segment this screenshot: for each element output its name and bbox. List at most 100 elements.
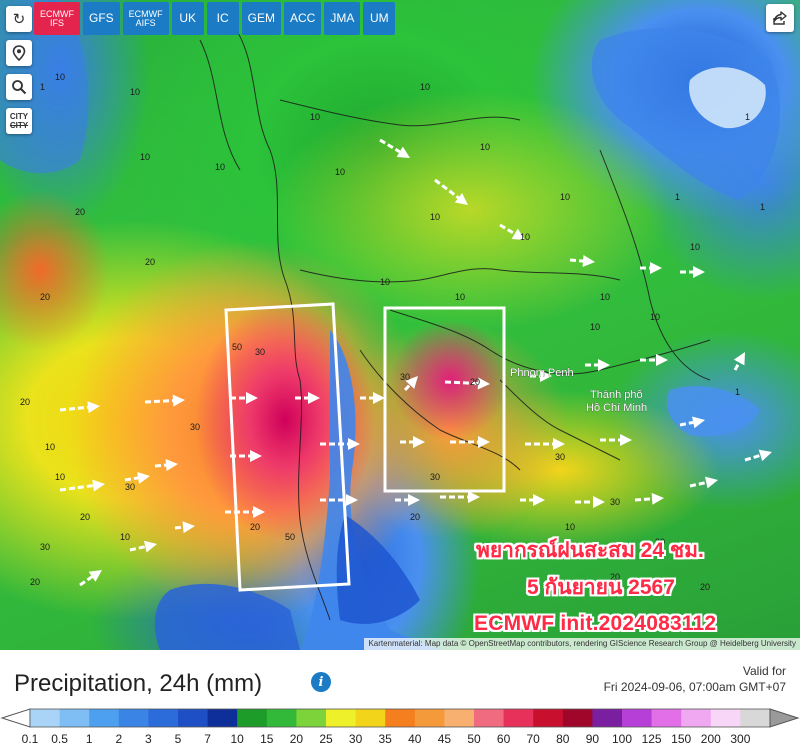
contour-value-label: 10 bbox=[215, 162, 225, 172]
scale-label: 15 bbox=[260, 732, 274, 746]
info-icon[interactable]: i bbox=[311, 672, 331, 692]
wind-arrow-head bbox=[137, 471, 150, 484]
valid-for-label: Valid for bbox=[742, 664, 786, 678]
scale-label: 5 bbox=[174, 732, 182, 746]
scale-swatch bbox=[237, 709, 268, 727]
wind-arrow-head bbox=[373, 392, 385, 404]
contour-value-label: 30 bbox=[40, 542, 50, 552]
scale-swatch bbox=[622, 709, 653, 727]
wind-arrow-head bbox=[92, 479, 105, 492]
scale-left-arrow bbox=[0, 708, 31, 728]
wind-arrow-head bbox=[477, 377, 490, 390]
share-button[interactable] bbox=[766, 4, 794, 32]
city-toggle-button[interactable]: CITY CITY bbox=[6, 108, 32, 134]
contour-value-label: 10 bbox=[690, 242, 700, 252]
contour-value-label: 10 bbox=[55, 72, 65, 82]
scale-label: 90 bbox=[585, 732, 600, 746]
scale-label: 70 bbox=[526, 732, 540, 746]
wind-arrow-head bbox=[511, 228, 525, 240]
contour-value-label: 20 bbox=[40, 292, 50, 302]
scale-swatch bbox=[533, 709, 564, 727]
wind-arrow-head bbox=[593, 496, 605, 508]
contour-value-label: 20 bbox=[30, 577, 40, 587]
scale-swatch bbox=[118, 709, 149, 727]
contour-value-label: 10 bbox=[120, 532, 130, 542]
contour-labels: 10 10 10 10 10 10 10 10 10 10 10 10 10 10 10 10 10 10 20 20… bbox=[20, 72, 765, 592]
wind-arrow-shaft bbox=[124, 475, 145, 482]
wind-arrow-shaft bbox=[379, 138, 406, 157]
map-overlay: 10 10 10 10 10 10 10 10 10 10 10 10 10 10 10 10 10 10 20 20… bbox=[0, 0, 780, 650]
map-attribution[interactable]: Kartenmaterial: Map data © OpenStreetMap… bbox=[364, 638, 800, 650]
model-tab-6[interactable]: ACC bbox=[284, 2, 322, 35]
model-tab-3[interactable]: UK bbox=[171, 2, 204, 35]
contour-value-label: 10 bbox=[45, 442, 55, 452]
contour-value-label: 10 bbox=[650, 312, 660, 322]
refresh-button[interactable]: ↻ bbox=[6, 6, 32, 32]
highlight-box-east bbox=[383, 306, 506, 493]
wind-arrow-head bbox=[143, 540, 157, 553]
model-tab-4[interactable]: IC bbox=[206, 2, 239, 35]
location-button[interactable] bbox=[6, 40, 32, 66]
scale-label: 25 bbox=[319, 732, 333, 746]
model-tab-2[interactable]: ECMWF AIFS bbox=[122, 2, 169, 35]
scale-swatch bbox=[444, 709, 475, 727]
scale-right-arrow bbox=[769, 708, 800, 728]
model-tab-7[interactable]: JMA bbox=[324, 2, 361, 35]
contour-value-label: 1 bbox=[675, 192, 680, 202]
wind-arrow-head bbox=[758, 449, 772, 462]
wind-arrow-head bbox=[165, 459, 178, 472]
wind-arrow-head bbox=[246, 392, 258, 404]
contour-value-label: 10 bbox=[420, 82, 430, 92]
model-tab-8[interactable]: UM bbox=[363, 2, 396, 35]
model-tab-1[interactable]: GFS bbox=[83, 2, 120, 35]
highlight-box-west bbox=[224, 302, 351, 592]
wind-arrow-head bbox=[650, 262, 662, 274]
scale-swatch bbox=[207, 709, 238, 727]
contour-value-label: 20 bbox=[80, 512, 90, 522]
scale-label: 0.5 bbox=[51, 732, 68, 746]
mekong-sea-blue bbox=[666, 386, 760, 437]
scale-label: 60 bbox=[496, 732, 511, 746]
scale-swatch bbox=[651, 709, 682, 727]
contour-value-label: 30 bbox=[400, 372, 410, 382]
contour-value-label: 1 bbox=[40, 82, 45, 92]
contour-value-label: 20 bbox=[20, 397, 30, 407]
model-tab-0[interactable]: ECMWF IFS bbox=[34, 2, 80, 35]
wind-arrow-head bbox=[308, 392, 320, 404]
scale-swatch bbox=[681, 709, 712, 727]
wind-arrow-head bbox=[651, 492, 664, 505]
wind-arrow-head bbox=[408, 494, 420, 506]
share-icon bbox=[773, 11, 787, 25]
scale-label: 3 bbox=[145, 732, 152, 746]
wind-arrow-head bbox=[87, 401, 100, 414]
precipitation-map[interactable]: 10 10 10 10 10 10 10 10 10 10 10 10 10 10 10 10 10 10 20 20… bbox=[0, 0, 800, 650]
contour-value-label: 30 bbox=[430, 472, 440, 482]
wind-arrow-head bbox=[348, 438, 360, 450]
wind-arrow-head bbox=[396, 146, 410, 158]
wind-arrow-head bbox=[553, 438, 565, 450]
contour-value-label: 1 bbox=[745, 112, 750, 122]
contour-value-label: 50 bbox=[232, 342, 242, 352]
scale-label: 80 bbox=[556, 732, 570, 746]
scale-swatch bbox=[503, 709, 534, 727]
valid-time: Fri 2024-09-06, 07:00am GMT+07 bbox=[603, 680, 786, 694]
scale-label: 2 bbox=[115, 732, 123, 746]
city-label: CITY bbox=[9, 112, 29, 121]
model-tab-5[interactable]: GEM bbox=[241, 2, 282, 35]
contour-value-label: 50 bbox=[285, 532, 295, 542]
contour-value-label: 30 bbox=[655, 537, 665, 547]
scale-label: 125 bbox=[641, 732, 662, 746]
city-label-struck: CITY bbox=[9, 121, 29, 130]
scale-swatch bbox=[296, 709, 327, 727]
scale-swatch bbox=[385, 709, 416, 727]
gulf-of-thailand bbox=[300, 330, 440, 650]
wind-arrow-head bbox=[478, 436, 490, 448]
contour-value-label: 20 bbox=[410, 512, 420, 522]
wind-arrow-shaft bbox=[569, 258, 590, 264]
zoom-button[interactable] bbox=[6, 74, 32, 100]
contour-value-label: 30 bbox=[125, 482, 135, 492]
contour-value-label: 20 bbox=[75, 207, 85, 217]
wind-arrows bbox=[59, 138, 772, 587]
wind-arrow-head bbox=[693, 266, 705, 278]
wind-arrow-head bbox=[733, 352, 745, 366]
